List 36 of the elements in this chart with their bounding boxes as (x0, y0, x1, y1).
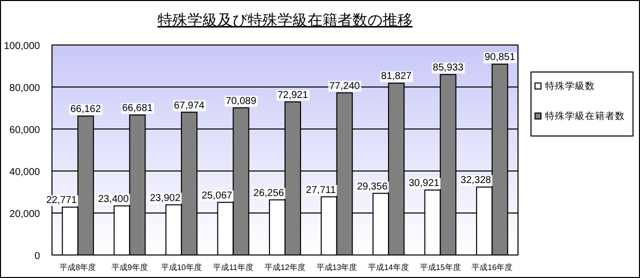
legend-label: 特殊学級数 (545, 80, 595, 92)
x-tick-label: 平成16年度 (472, 263, 513, 272)
data-label: 23,902 (150, 192, 181, 204)
data-label: 30,921 (408, 178, 440, 190)
data-label: 72,921 (277, 90, 308, 101)
y-tick-label: 40,000 (9, 167, 40, 178)
x-tick-label: 平成10年度 (160, 263, 202, 272)
x-tick-label: 平成15年度 (420, 263, 461, 272)
data-label: 66,162 (70, 104, 102, 116)
y-tick-label: 60,000 (9, 125, 40, 136)
data-label: 67,974 (174, 100, 205, 112)
data-label: 22,771 (46, 195, 78, 206)
x-tick-label: 平成14年度 (368, 263, 410, 272)
x-tick-label: 平成13年度 (316, 263, 358, 272)
data-label: 77,240 (329, 80, 360, 92)
chart-title: 特殊学級及び特殊学級在籍者数の推移 (158, 12, 412, 29)
data-label: 66,681 (122, 102, 154, 114)
y-tick-label: 0 (34, 251, 40, 262)
data-label: 85,933 (432, 62, 464, 74)
y-tick-label: 100,000 (4, 41, 40, 52)
x-tick-label: 平成9年度 (111, 263, 148, 272)
data-label: 29,356 (356, 181, 388, 192)
legend-label: 特殊学級在籍者数 (545, 110, 625, 122)
x-tick-label: 平成12年度 (264, 263, 306, 272)
data-label: 26,256 (253, 188, 284, 199)
data-label: 81,827 (381, 71, 412, 82)
data-label: 90,851 (484, 52, 516, 64)
x-tick-label: 平成11年度 (213, 263, 254, 272)
data-label: 32,328 (460, 175, 492, 186)
y-tick-label: 20,000 (9, 209, 40, 220)
data-label: 23,400 (98, 194, 130, 205)
data-label: 27,711 (306, 184, 336, 196)
data-label: 70,089 (226, 96, 257, 107)
y-tick-label: 80,000 (9, 83, 40, 94)
data-label: 25,067 (202, 190, 233, 202)
x-tick-label: 平成8年度 (60, 263, 96, 272)
